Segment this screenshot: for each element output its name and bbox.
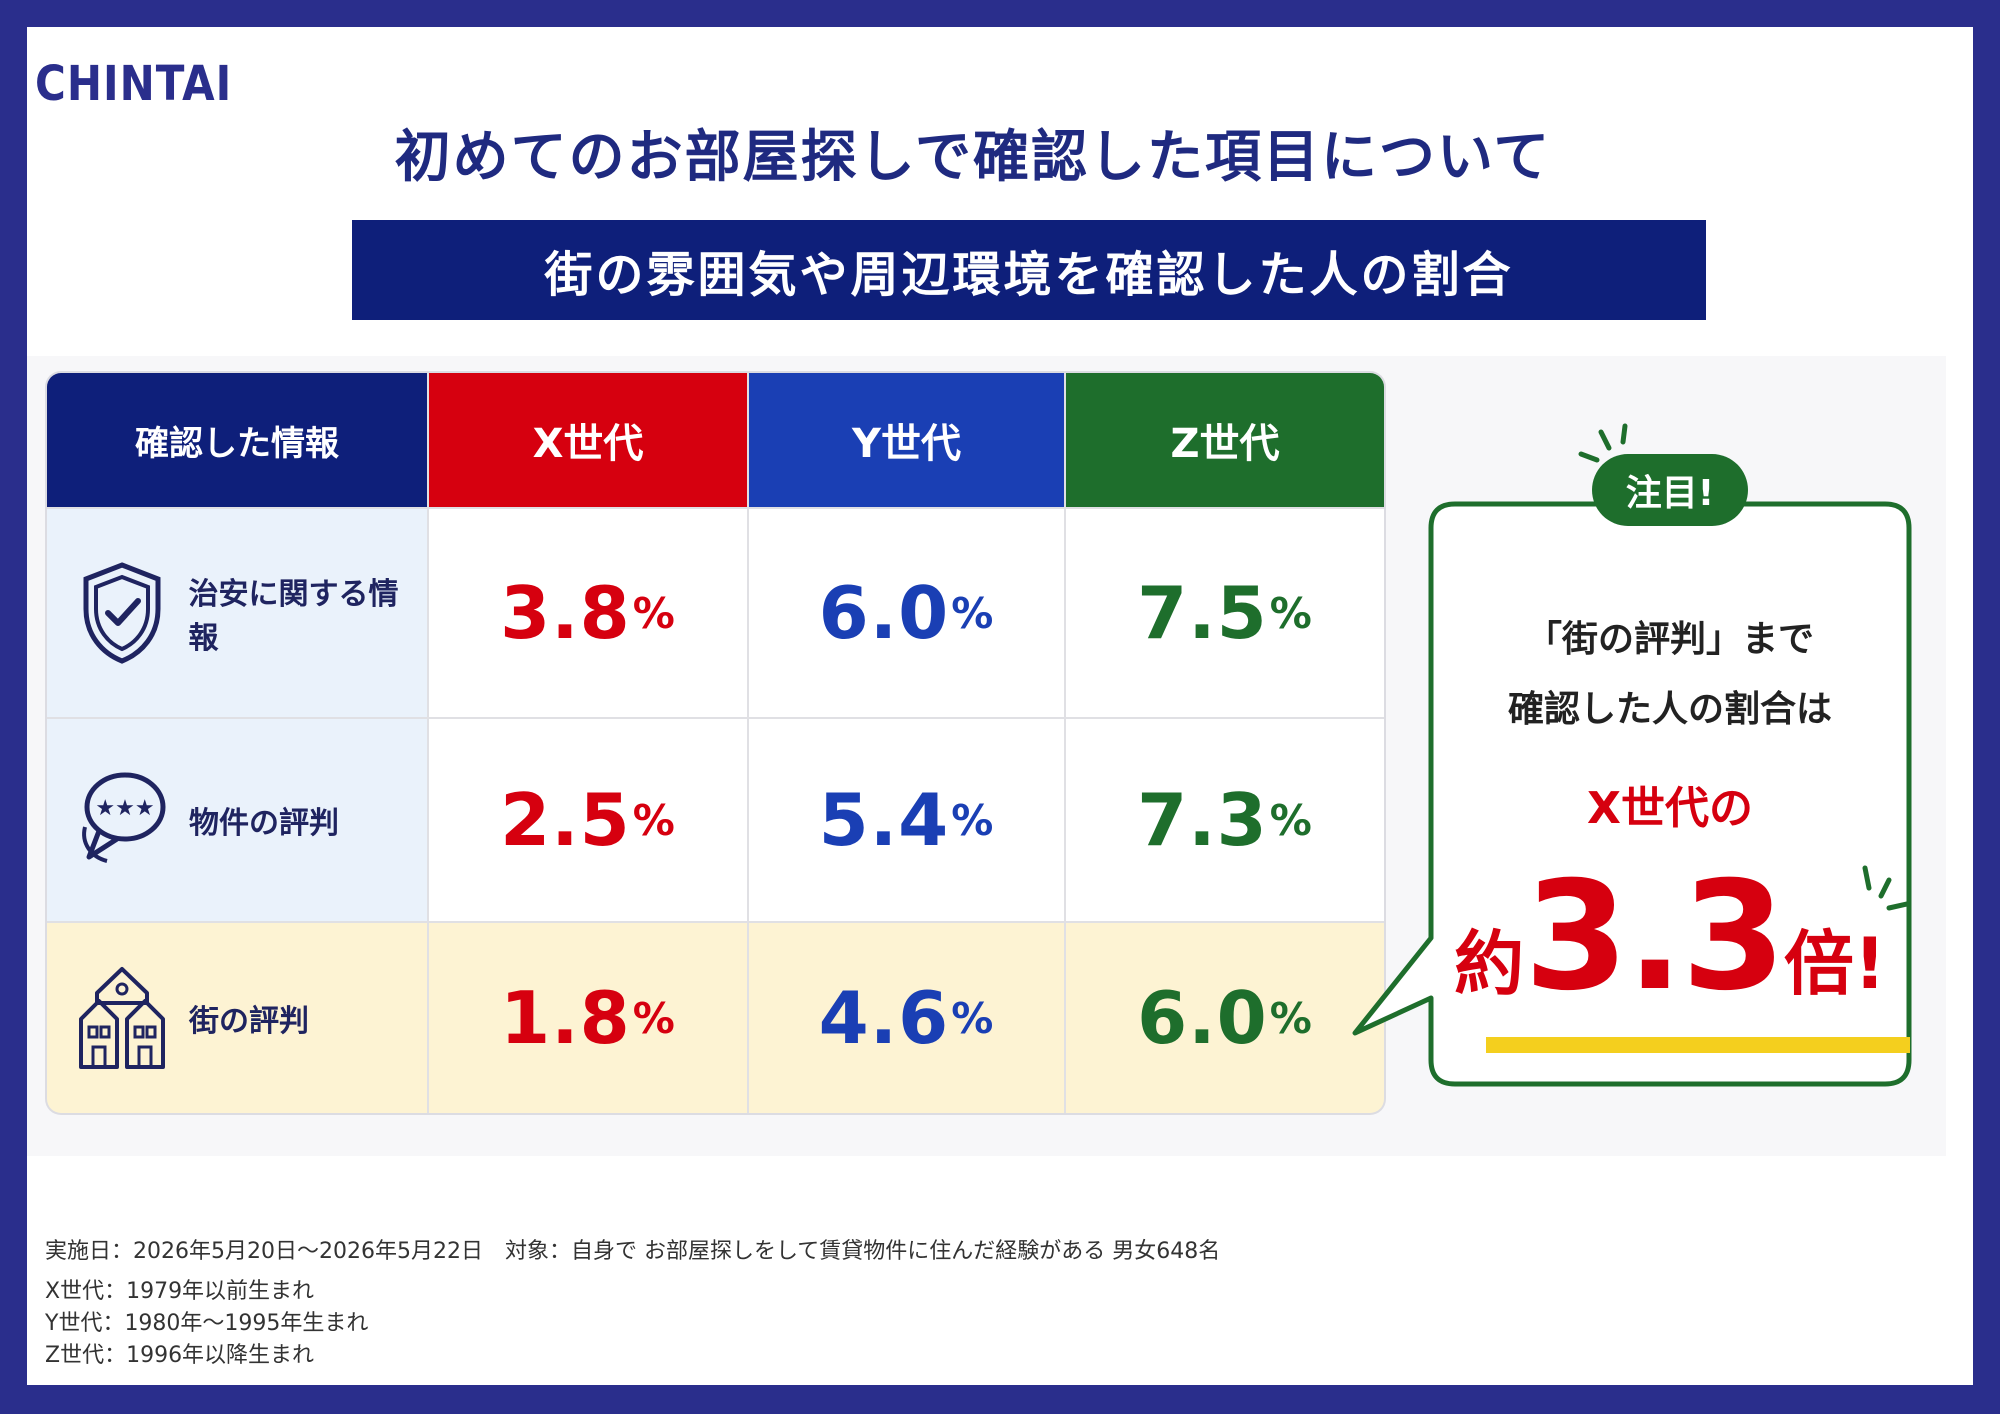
value-number: 2.5 <box>500 778 631 862</box>
ratio-prefix: 約 <box>1454 923 1525 1005</box>
header-z-generation: Z世代 <box>1066 373 1384 507</box>
shield-check-icon <box>77 558 166 668</box>
percent-unit: % <box>1269 588 1313 638</box>
z-generation-definition: Z世代：1996年以降生まれ <box>45 1343 315 1368</box>
highlight-underline <box>1486 1037 1910 1053</box>
y-generation-definition: Y世代：1980年〜1995年生まれ <box>45 1311 369 1336</box>
row-label-text: 街の評判 <box>189 1004 309 1039</box>
header-info-label: 確認した情報 <box>47 373 427 507</box>
value-number: 7.3 <box>1137 778 1268 862</box>
callout-line-3: X世代の <box>1587 783 1753 834</box>
value-number: 3.8 <box>500 571 631 655</box>
value-y-town: 4.6% <box>749 923 1064 1113</box>
row-label-safety: 治安に関する情報 <box>47 509 427 717</box>
svg-text:★★★: ★★★ <box>95 796 154 821</box>
callout-bubble-outline <box>1352 501 1912 1087</box>
subtitle-text: 街の雰囲気や周辺環境を確認した人の割合 <box>544 247 1514 303</box>
chintai-logo: CHINTAI <box>35 55 233 112</box>
callout-text: 「街の評判」まで 確認した人の割合は <box>1425 605 1915 745</box>
ratio-number: 3.3 <box>1524 850 1786 1024</box>
attention-badge: 注目! <box>1592 454 1748 526</box>
survey-note: 実施日：2026年5月20日〜2026年5月22日 対象：自身で お部屋探しをし… <box>45 1239 1221 1264</box>
houses-icon <box>77 963 167 1073</box>
ratio-highlight: 約3.3倍! <box>1425 850 1915 1024</box>
emphasis-lines-icon <box>1578 423 1628 463</box>
value-z-town: 6.0% <box>1066 923 1384 1113</box>
row-label-text: 治安に関する情報 <box>188 577 399 656</box>
value-x-property: 2.5% <box>429 719 747 921</box>
percent-unit: % <box>632 795 676 845</box>
emphasis-lines-right-icon <box>1862 865 1910 911</box>
percent-unit: % <box>632 993 676 1043</box>
callout-line-1: 「街の評判」まで <box>1525 619 1814 660</box>
row-label-town-reputation: 街の評判 <box>47 923 427 1113</box>
ratio-suffix: 倍! <box>1783 923 1886 1005</box>
value-x-safety: 3.8% <box>429 509 747 717</box>
value-y-property: 5.4% <box>749 719 1064 921</box>
value-number: 7.5 <box>1137 571 1268 655</box>
callout-box <box>1352 478 1915 1098</box>
subtitle-banner: 街の雰囲気や周辺環境を確認した人の割合 <box>352 220 1706 320</box>
value-number: 5.4 <box>818 778 950 862</box>
percent-unit: % <box>1269 993 1313 1043</box>
speech-bubble-stars-icon: ★★★ <box>77 765 167 875</box>
header-x-generation: X世代 <box>429 373 747 507</box>
percent-unit: % <box>951 795 995 845</box>
percent-unit: % <box>1269 795 1313 845</box>
comparison-table: 確認した情報 X世代 Y世代 Z世代 治安に関する情報 3.8% 6.0% 7.… <box>47 373 1384 1113</box>
page-title: 初めてのお部屋探しで確認した項目について <box>394 125 1552 190</box>
row-label-text: 物件の評判 <box>189 806 339 841</box>
value-z-safety: 7.5% <box>1066 509 1384 717</box>
percent-unit: % <box>951 993 995 1043</box>
value-number: 1.8 <box>500 976 631 1060</box>
percent-unit: % <box>632 588 676 638</box>
value-number: 4.6 <box>818 976 950 1060</box>
row-label-property-reputation: ★★★ 物件の評判 <box>47 719 427 921</box>
callout-line-2: 確認した人の割合は <box>1507 689 1832 730</box>
value-x-town: 1.8% <box>429 923 747 1113</box>
header-y-generation: Y世代 <box>749 373 1064 507</box>
value-y-safety: 6.0% <box>749 509 1064 717</box>
percent-unit: % <box>951 588 995 638</box>
value-number: 6.0 <box>1137 976 1268 1060</box>
value-number: 6.0 <box>818 571 950 655</box>
x-generation-definition: X世代：1979年以前生まれ <box>45 1279 315 1304</box>
value-z-property: 7.3% <box>1066 719 1384 921</box>
